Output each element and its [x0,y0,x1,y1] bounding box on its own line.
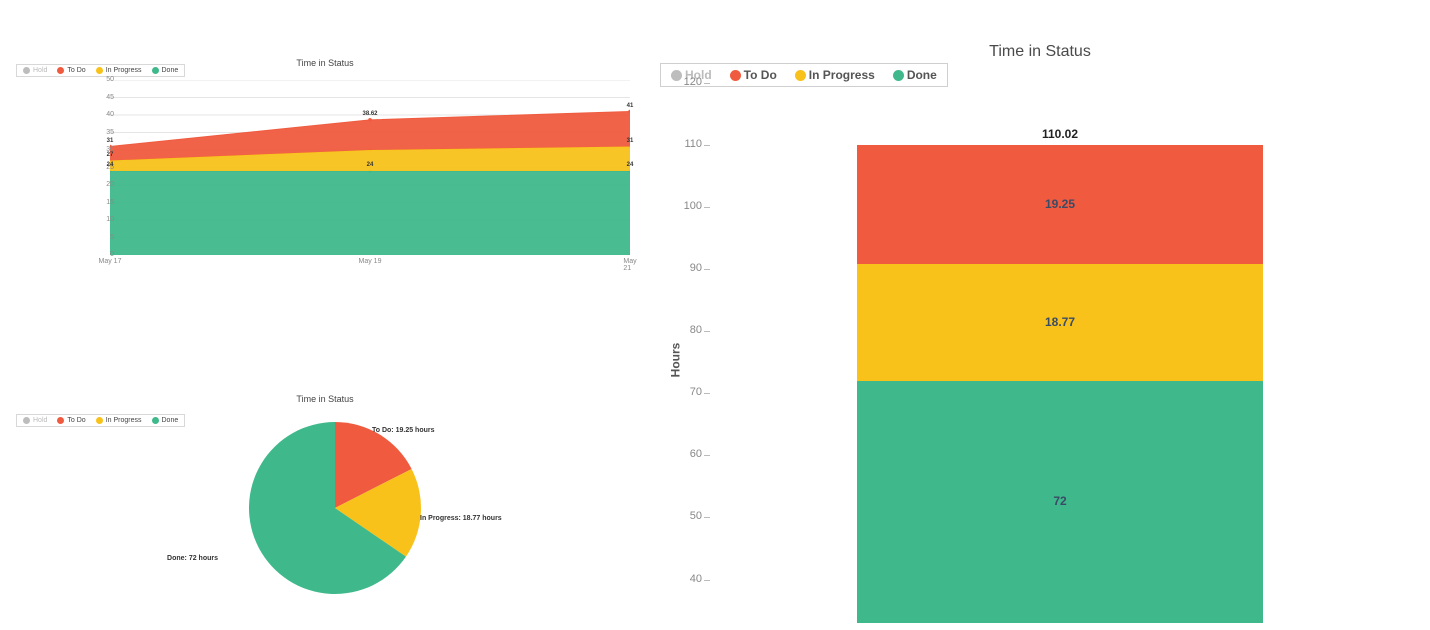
left-column: Time in Status Hold To Do In Progress Do… [0,0,650,630]
legend-item-done[interactable]: Done [152,67,179,74]
swatch-done [152,417,159,424]
legend-item-in-progress[interactable]: In Progress [96,417,142,424]
swatch-todo [57,67,64,74]
legend-item-in-progress[interactable]: In Progress [96,67,142,74]
legend-item-todo[interactable]: To Do [57,417,85,424]
bar-segment-label-todo: 19.25 [857,197,1263,211]
bar-segment-label-done: 72 [857,494,1263,508]
bar-ytick: 100 [672,200,702,212]
area-point-label: 41 [627,103,634,109]
area-point-label: 38.62 [362,111,377,117]
area-point-label: 24 [627,162,634,168]
area-ytick: 15 [94,199,114,206]
pie-slice-label-todo: To Do: 19.25 hours [372,427,435,434]
legend-item-hold[interactable]: Hold [23,417,47,424]
pie-chart-title: Time in Status [10,394,640,404]
area-ytick: 35 [94,129,114,136]
bar-ytick: 80 [672,324,702,336]
right-column: Time in Status Hold To Do In Progress Do… [650,0,1430,630]
pie-chart-plot [245,418,425,598]
area-ytick: 45 [94,94,114,101]
area-xtick: May 21 [623,258,636,272]
area-point-label: 24 [107,162,114,168]
area-xtick: May 17 [99,258,122,265]
swatch-inprog [96,67,103,74]
swatch-todo [57,417,64,424]
bar-chart-plot: 4050607080901001101207218.7719.25110.02 [710,83,1410,623]
legend-item-hold[interactable]: Hold [23,67,47,74]
bar-ytick: 50 [672,510,702,522]
swatch-inprog [795,70,806,81]
bar-chart-panel: Time in Status Hold To Do In Progress Do… [650,35,1430,630]
area-point-label: 24 [367,162,374,168]
pie-chart-legend: Hold To Do In Progress Done [16,414,185,427]
pie-chart-svg [245,418,425,598]
area-point-label: 31 [627,138,634,144]
area-point-label: 27 [107,152,114,158]
bar-chart-ylabel: Hours [668,343,682,378]
swatch-hold [23,417,30,424]
area-xtick: May 19 [359,258,382,265]
bar-ytick: 60 [672,448,702,460]
legend-item-in-progress[interactable]: In Progress [795,68,875,82]
bar-chart-title: Time in Status [650,43,1430,61]
area-chart-panel: Time in Status Hold To Do In Progress Do… [10,50,640,280]
swatch-inprog [96,417,103,424]
bar-ytick: 110 [672,138,702,150]
swatch-done [152,67,159,74]
swatch-hold [23,67,30,74]
legend-item-done[interactable]: Done [152,417,179,424]
bar-segment-label-in_progress: 18.77 [857,315,1263,329]
pie-slice-label-in_progress: In Progress: 18.77 hours [420,515,502,522]
bar-total-label: 110.02 [857,127,1263,141]
bar-ytick: 120 [672,76,702,88]
area-ytick: 50 [94,76,114,83]
bar-ytick: 70 [672,386,702,398]
legend-item-todo[interactable]: To Do [57,67,85,74]
swatch-todo [730,70,741,81]
area-ytick: 0 [94,251,114,258]
bar-ytick: 40 [672,573,702,585]
area-ytick: 5 [94,234,114,241]
area-ytick: 40 [94,111,114,118]
pie-slice-label-done: Done: 72 hours [167,555,218,562]
pie-chart-panel: Time in Status Hold To Do In Progress Do… [10,390,640,620]
swatch-done [893,70,904,81]
area-ytick: 20 [94,181,114,188]
legend-item-todo[interactable]: To Do [730,68,777,82]
area-point-label: 31 [107,138,114,144]
legend-item-done[interactable]: Done [893,68,937,82]
area-ytick: 10 [94,216,114,223]
bar-ytick: 90 [672,262,702,274]
